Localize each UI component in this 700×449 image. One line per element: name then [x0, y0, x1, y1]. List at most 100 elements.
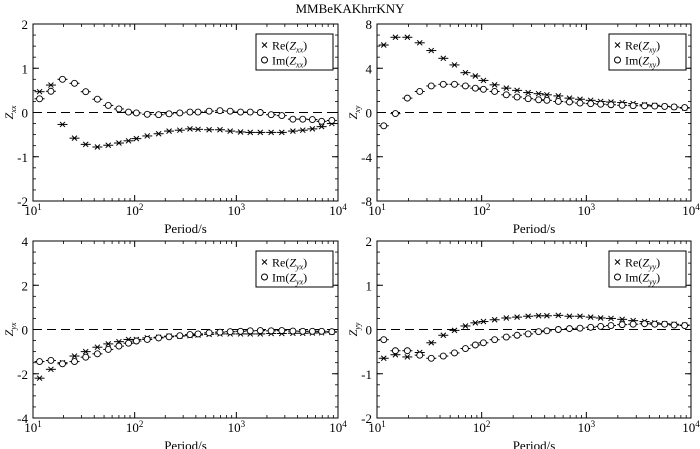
data-point-cross: [227, 128, 234, 134]
legend-symbol: Z: [289, 54, 296, 68]
x-tick-label: 101: [24, 419, 42, 435]
data-point-cross: [94, 144, 101, 150]
data-point-cross: [82, 141, 89, 148]
data-point-circle: [308, 116, 316, 124]
data-point-circle: [651, 320, 659, 328]
data-point-cross: [144, 133, 151, 139]
y-tick-label: -2: [17, 194, 28, 209]
plot-frame: [376, 23, 692, 202]
data-point-circle: [681, 322, 689, 329]
data-point-cross: [514, 87, 520, 94]
cross-stroke: [404, 34, 411, 41]
data-point-cross: [566, 313, 573, 320]
y-axis-label-subscript: xx: [9, 105, 18, 114]
data-point-circle: [597, 100, 605, 108]
data-point-circle: [318, 117, 326, 125]
legend: Re(Zyy)Im(Zyy): [608, 250, 687, 288]
data-point-circle: [165, 333, 173, 341]
data-point-circle: [93, 95, 101, 103]
data-point-cross: [525, 89, 531, 96]
data-point-cross: [380, 355, 387, 362]
cross-stroke: [71, 353, 78, 359]
cross-stroke: [472, 73, 479, 79]
cross-stroke: [451, 62, 458, 68]
x-tick-label: 102: [126, 202, 144, 218]
figure-title: MMBeKAKhrrKNY: [295, 1, 405, 16]
x-tick-exponent: 2: [486, 419, 491, 429]
data-point-circle: [36, 95, 44, 103]
cross-stroke: [71, 135, 78, 142]
data-point-circle: [132, 337, 140, 345]
legend-series-name: Re: [625, 256, 638, 270]
data-point-circle: [104, 101, 112, 109]
cross-stroke: [555, 312, 562, 319]
data-point-circle: [216, 107, 224, 115]
legend-circle-icon: [261, 273, 268, 281]
data-point-circle: [502, 91, 510, 99]
data-point-circle: [318, 327, 326, 335]
legend-subscript: xx: [295, 61, 304, 70]
data-point-circle: [143, 110, 151, 118]
data-point-circle: [380, 336, 388, 344]
data-point-circle: [543, 327, 551, 335]
legend-paren: ): [303, 271, 307, 285]
x-tick-base: 10: [473, 203, 486, 218]
cross-stroke: [491, 81, 498, 88]
x-axis-label: Period/s: [513, 438, 556, 449]
y-tick-label: -1: [17, 150, 28, 165]
data-point-circle: [205, 329, 213, 337]
legend-label: Re(Zxy): [625, 39, 660, 55]
data-point-circle: [391, 347, 399, 355]
data-point-circle: [587, 100, 595, 108]
data-point-circle: [543, 96, 551, 104]
y-axis-label: Zxy: [346, 105, 362, 119]
data-point-circle: [132, 109, 140, 117]
cross-stroke: [525, 313, 531, 320]
data-point-cross: [555, 312, 562, 319]
cross-stroke: [125, 137, 132, 144]
data-point-circle: [155, 334, 163, 342]
y-tick-label: 0: [366, 106, 373, 121]
cross-stroke: [525, 89, 531, 96]
legend-symbol: Z: [642, 271, 649, 285]
cross-stroke: [544, 312, 550, 319]
data-point-circle: [267, 327, 275, 335]
data-point-cross: [480, 318, 487, 325]
data-point-cross: [380, 42, 387, 48]
cross-stroke: [380, 355, 387, 362]
cross-stroke: [290, 128, 296, 134]
data-point-cross: [480, 77, 487, 84]
data-point-circle: [71, 79, 78, 87]
x-tick-base: 10: [682, 203, 695, 218]
data-point-circle: [502, 333, 510, 341]
data-point-circle: [246, 327, 254, 335]
y-tick-label: 4: [366, 61, 373, 76]
data-point-circle: [115, 105, 123, 113]
y-axis-label-subscript: yx: [9, 322, 18, 331]
cross-stroke: [155, 130, 162, 137]
legend-label: Im(Zxy): [625, 54, 660, 70]
cross-stroke: [247, 129, 254, 136]
x-axis-label: Period/s: [164, 221, 207, 236]
x-tick-label: 103: [228, 202, 246, 218]
legend-series-name: Re: [625, 39, 638, 53]
legend-symbol: Z: [289, 271, 296, 285]
x-tick-exponent: 1: [37, 202, 42, 212]
data-point-cross: [525, 313, 531, 320]
data-point-circle: [391, 110, 399, 118]
data-point-circle: [256, 327, 264, 335]
y-axis-label-symbol: Z: [2, 112, 16, 119]
legend-subscript: yx: [295, 278, 304, 287]
legend-symbol: Z: [642, 54, 649, 68]
data-point-circle: [566, 98, 573, 106]
x-axis-label: Period/s: [164, 438, 207, 449]
data-point-cross: [94, 344, 101, 351]
panel-zyx: 101 102 103 104-4-2024ZyxPeriod/sRe(Zyx)Im(…: [2, 234, 347, 449]
data-point-circle: [256, 109, 264, 116]
data-point-circle: [47, 357, 55, 364]
legend: Re(Zxx)Im(Zxx): [255, 33, 334, 71]
legend-symbol: Z: [289, 256, 296, 270]
data-point-circle: [246, 108, 254, 116]
data-point-cross: [404, 354, 411, 360]
legend-paren: (: [638, 256, 642, 270]
